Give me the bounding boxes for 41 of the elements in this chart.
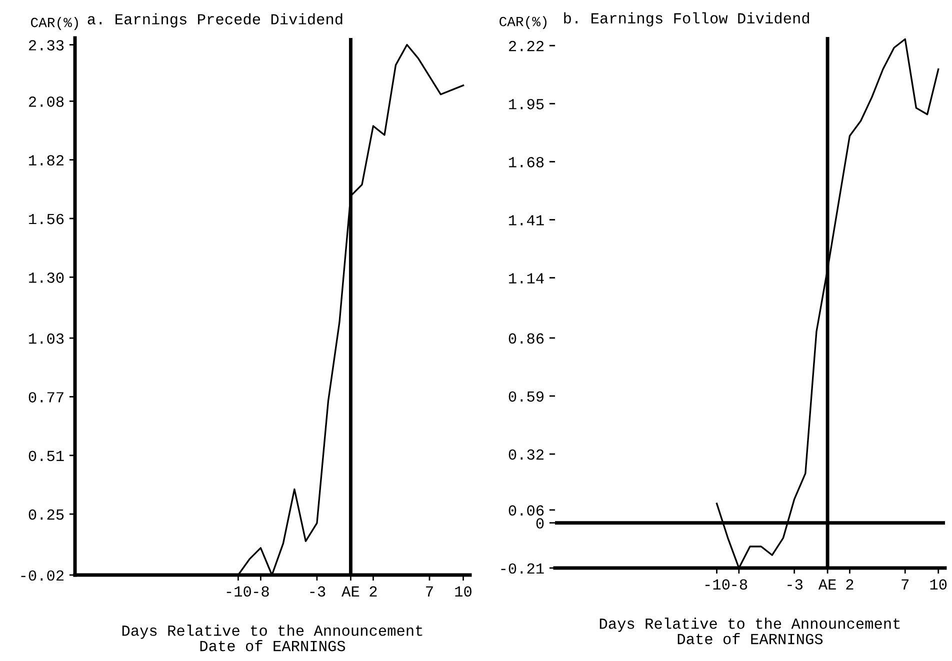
- x-axis-title: Days Relative to the Announcement Date of EARNINGS: [600, 618, 900, 644]
- y-tick-label: 1.30: [29, 272, 64, 283]
- x-tick-label: 2: [846, 579, 854, 590]
- y-tick-label: 2.33: [28, 40, 64, 50]
- x-tick-label: -8: [732, 579, 748, 590]
- x-tick-label: AE: [818, 579, 836, 590]
- y-tick-label: -0.02: [21, 570, 64, 581]
- y-tick-label: 1.95: [509, 98, 544, 110]
- y-tick-label: 0.32: [508, 449, 544, 460]
- y-tick-label: 1.14: [509, 273, 544, 284]
- x-axis-title: Days Relative to the Announcement Date of EARNINGS: [122, 624, 422, 652]
- y-tick-label: 1.56: [29, 214, 64, 224]
- x-tick-label: 7: [426, 586, 433, 596]
- y-tick-label: 1.03: [29, 333, 64, 344]
- x-tick-label: 7: [902, 579, 909, 590]
- y-tick-label: 2.22: [508, 40, 544, 52]
- x-tick-label: -3: [788, 579, 803, 590]
- y-tick-label: 1.68: [509, 157, 544, 168]
- y-tick-label: 1.41: [509, 215, 544, 226]
- x-tick-label: -8: [254, 586, 269, 597]
- y-tick-label: 0: [536, 518, 544, 529]
- x-tick-label: -3: [310, 586, 326, 597]
- y-tick-label: 0.06: [508, 505, 544, 516]
- x-tick-label: -10: [226, 586, 251, 597]
- y-tick-label: 0.25: [28, 509, 64, 520]
- y-tick-label: 0.51: [28, 450, 64, 462]
- y-tick-label: 2.08: [28, 96, 64, 107]
- y-tick-label: 0.59: [508, 391, 544, 402]
- y-tick-label: 1.82: [29, 155, 64, 166]
- y-tick-label: -0.21: [501, 563, 544, 574]
- x-tick-label: 10: [455, 586, 472, 597]
- chart-title: b. Earnings Follow Dividend: [564, 12, 809, 27]
- y-axis-title: CAR(%): [500, 16, 546, 30]
- x-tick-label: 2: [370, 586, 377, 596]
- chart-title: a. Earnings Precede Dividend: [88, 13, 342, 28]
- y-tick-label: 0.86: [508, 333, 544, 344]
- x-tick-label: -10: [706, 579, 730, 590]
- y-tick-label: 0.77: [28, 392, 64, 402]
- x-tick-label: AE: [342, 586, 360, 596]
- y-axis-title: CAR(%): [31, 17, 78, 30]
- x-tick-label: 10: [930, 579, 947, 590]
